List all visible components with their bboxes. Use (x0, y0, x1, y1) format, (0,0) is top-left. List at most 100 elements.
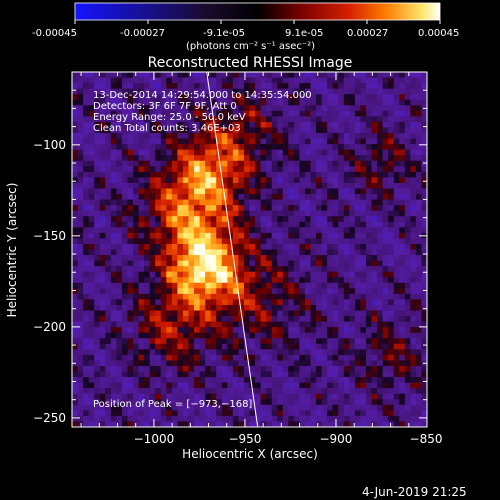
heatmap-cell (343, 121, 350, 128)
heatmap-cell (260, 277, 267, 284)
heatmap-cell (177, 360, 184, 367)
heatmap-cell (199, 205, 206, 212)
heatmap-cell (88, 243, 95, 250)
heatmap-cell (288, 210, 295, 217)
heatmap-cell (83, 304, 90, 311)
heatmap-cell (255, 99, 261, 106)
heatmap-cell (149, 393, 156, 400)
heatmap-cell (216, 99, 223, 106)
heatmap-cell (99, 116, 106, 123)
heatmap-cell (227, 194, 234, 200)
heatmap-cell (205, 210, 212, 217)
heatmap-cell (288, 260, 295, 267)
heatmap-cell (260, 271, 267, 278)
heatmap-cell (160, 371, 167, 378)
heatmap-cell (94, 415, 101, 422)
heatmap-cell (332, 77, 339, 84)
heatmap-cell (94, 155, 101, 162)
heatmap-cell (116, 177, 123, 184)
heatmap-cell (221, 327, 228, 334)
heatmap-cell (249, 160, 256, 167)
heatmap-cell (155, 316, 162, 323)
heatmap-cell (327, 160, 334, 167)
heatmap-cell (255, 382, 261, 389)
heatmap-cell (199, 277, 206, 284)
heatmap-cell (310, 299, 317, 306)
heatmap-cell (343, 399, 350, 406)
heatmap-cell (349, 255, 356, 261)
heatmap-cell (282, 354, 289, 361)
heatmap-cell (116, 232, 123, 239)
heatmap-cell (415, 216, 422, 223)
heatmap-cell (365, 232, 372, 239)
heatmap-cell (388, 160, 395, 167)
heatmap-cell (304, 382, 311, 389)
heatmap-cell (415, 271, 422, 278)
heatmap-cell (410, 149, 417, 156)
heatmap-cell (338, 382, 345, 389)
heatmap-cell (349, 149, 356, 156)
heatmap-cell (271, 171, 278, 178)
heatmap-cell (393, 77, 400, 84)
heatmap-cell (83, 321, 90, 328)
heatmap-cell (110, 271, 117, 278)
heatmap-cell (299, 127, 306, 134)
heatmap-cell (127, 410, 134, 417)
heatmap-cell (232, 288, 239, 295)
heatmap-cell (110, 371, 117, 378)
heatmap-cell (99, 293, 106, 300)
heatmap-cell (182, 349, 189, 356)
heatmap-cell (94, 327, 101, 334)
heatmap-cell (210, 399, 217, 406)
heatmap-cell (166, 377, 173, 384)
heatmap-cell (243, 299, 250, 306)
heatmap-cell (282, 205, 289, 212)
heatmap-cell (404, 399, 411, 406)
heatmap-cell (199, 210, 206, 217)
heatmap-cell (171, 343, 178, 350)
heatmap-cell (210, 382, 217, 389)
heatmap-cell (232, 205, 239, 212)
heatmap-cell (210, 321, 217, 328)
heatmap-cell (138, 360, 145, 367)
heatmap-cell (310, 377, 317, 384)
heatmap-cell (232, 371, 239, 378)
heatmap-cell (271, 166, 278, 173)
heatmap-cell (216, 371, 223, 378)
heatmap-cell (88, 205, 95, 212)
heatmap-cell (227, 404, 234, 411)
heatmap-cell (99, 72, 106, 78)
heatmap-cell (404, 144, 411, 151)
heatmap-cell (116, 393, 123, 400)
heatmap-cell (243, 227, 250, 234)
heatmap-cell (177, 105, 184, 112)
heatmap-cell (77, 304, 84, 311)
heatmap-cell (271, 304, 278, 311)
heatmap-cell (232, 155, 239, 162)
heatmap-cell (77, 133, 84, 139)
heatmap-cell (266, 160, 273, 167)
heatmap-cell (338, 205, 345, 212)
heatmap-cell (110, 144, 117, 151)
heatmap-cell (166, 243, 173, 250)
heatmap-cell (177, 277, 184, 284)
heatmap-cell (77, 277, 84, 284)
heatmap-cell (288, 188, 295, 195)
heatmap-cell (105, 327, 112, 334)
heatmap-cell (415, 194, 422, 200)
heatmap-cell (393, 227, 400, 234)
heatmap-cell (404, 238, 411, 245)
heatmap-cell (338, 194, 345, 200)
heatmap-cell (399, 393, 406, 400)
heatmap-cell (371, 221, 378, 228)
heatmap-cell (121, 299, 128, 306)
heatmap-cell (216, 266, 223, 273)
heatmap-cell (188, 338, 195, 345)
heatmap-cell (260, 321, 267, 328)
heatmap-cell (354, 365, 361, 372)
heatmap-cell (227, 149, 234, 156)
heatmap-cell (171, 216, 178, 223)
heatmap-cell (316, 94, 323, 101)
heatmap-cell (255, 94, 261, 101)
heatmap-cell (121, 138, 128, 145)
